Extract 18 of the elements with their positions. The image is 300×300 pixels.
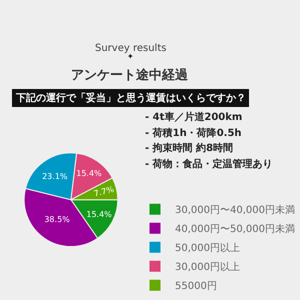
data-label: 15.4% — [76, 168, 102, 178]
chart-title: アンケート途中経過 — [71, 68, 189, 83]
chart-subtitle: Survey results — [95, 43, 166, 54]
text: ✦ — [127, 52, 134, 61]
legend-label: 30,000円以上 — [175, 261, 240, 274]
data-label: 23.1% — [42, 172, 68, 182]
text: - 荷物：食品・定温管理あり — [145, 158, 273, 170]
text: - 荷積1h・荷降0.5h — [145, 127, 242, 139]
legend-label: 55000円 — [175, 281, 217, 292]
legend-label: 40,000円〜50,000円未満 — [175, 223, 295, 236]
data-label: 7.7% — [92, 184, 116, 198]
data-label: 15.4% — [86, 210, 112, 220]
data-label: 38.5% — [44, 215, 70, 224]
legend-label: 30,000円〜40,000円未満 — [175, 204, 295, 216]
legend-label: 50,000円以上 — [175, 242, 240, 254]
text: - 拘束時間 約8時間 — [145, 142, 234, 154]
text: 下記の運行で「妥当」と思う運賃はいくらですか？ — [15, 92, 246, 104]
text: - 4t車／片道200km — [145, 111, 242, 123]
